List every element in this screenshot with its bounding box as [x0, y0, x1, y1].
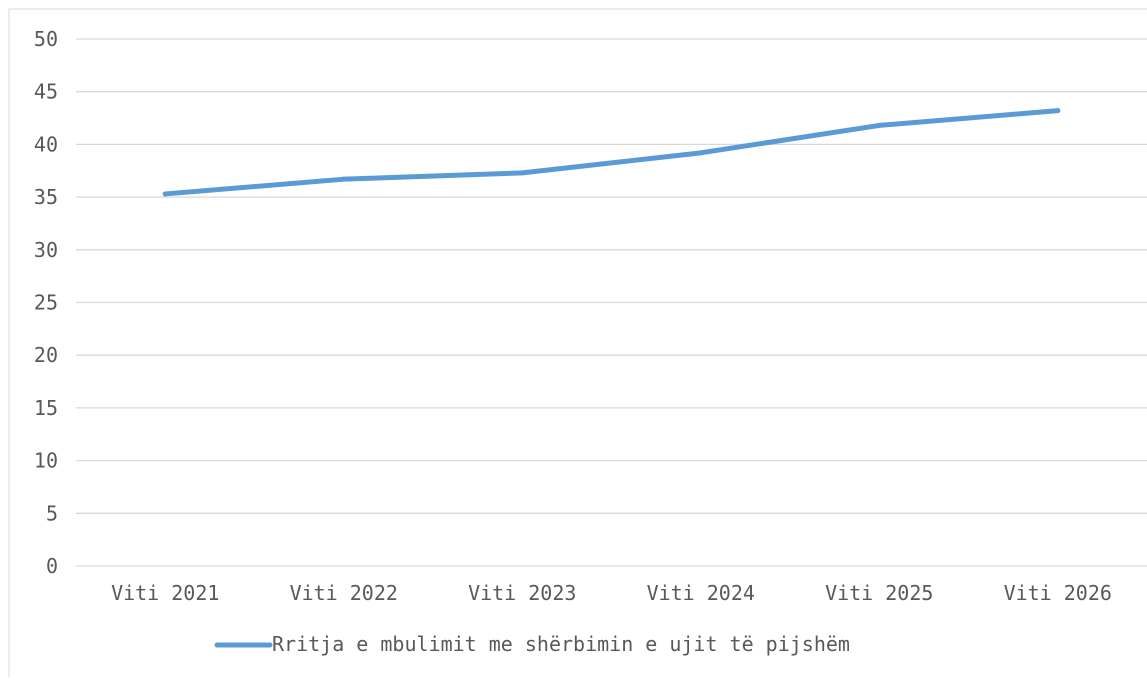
- data-point: [341, 176, 347, 182]
- y-tick-label: 30: [34, 238, 58, 262]
- y-tick-label: 15: [34, 396, 58, 420]
- data-point: [162, 191, 168, 197]
- y-tick-label: 40: [34, 132, 58, 156]
- series-line: [162, 108, 1061, 197]
- y-tick-label: 35: [34, 185, 58, 209]
- legend-label: Rritja e mbulimit me shërbimin e ujit të…: [272, 632, 850, 656]
- y-tick-label: 10: [34, 449, 58, 473]
- x-tick-label: Viti 2026: [1004, 581, 1112, 605]
- y-tick-label: 0: [46, 554, 58, 578]
- data-point: [876, 122, 882, 128]
- y-tick-label: 5: [46, 501, 58, 525]
- data-point: [1055, 108, 1061, 114]
- x-tick-label: Viti 2024: [647, 581, 755, 605]
- y-tick-label: 50: [34, 27, 58, 51]
- y-tick-label: 20: [34, 343, 58, 367]
- y-tick-label: 25: [34, 291, 58, 315]
- legend: Rritja e mbulimit me shërbimin e ujit të…: [214, 632, 850, 656]
- data-point: [698, 150, 704, 156]
- x-tick-label: Viti 2022: [290, 581, 398, 605]
- x-tick-label: Viti 2025: [825, 581, 933, 605]
- data-point: [519, 170, 525, 176]
- x-tick-label: Viti 2021: [111, 581, 219, 605]
- y-tick-label: 45: [34, 80, 58, 104]
- x-tick-label: Viti 2023: [468, 581, 576, 605]
